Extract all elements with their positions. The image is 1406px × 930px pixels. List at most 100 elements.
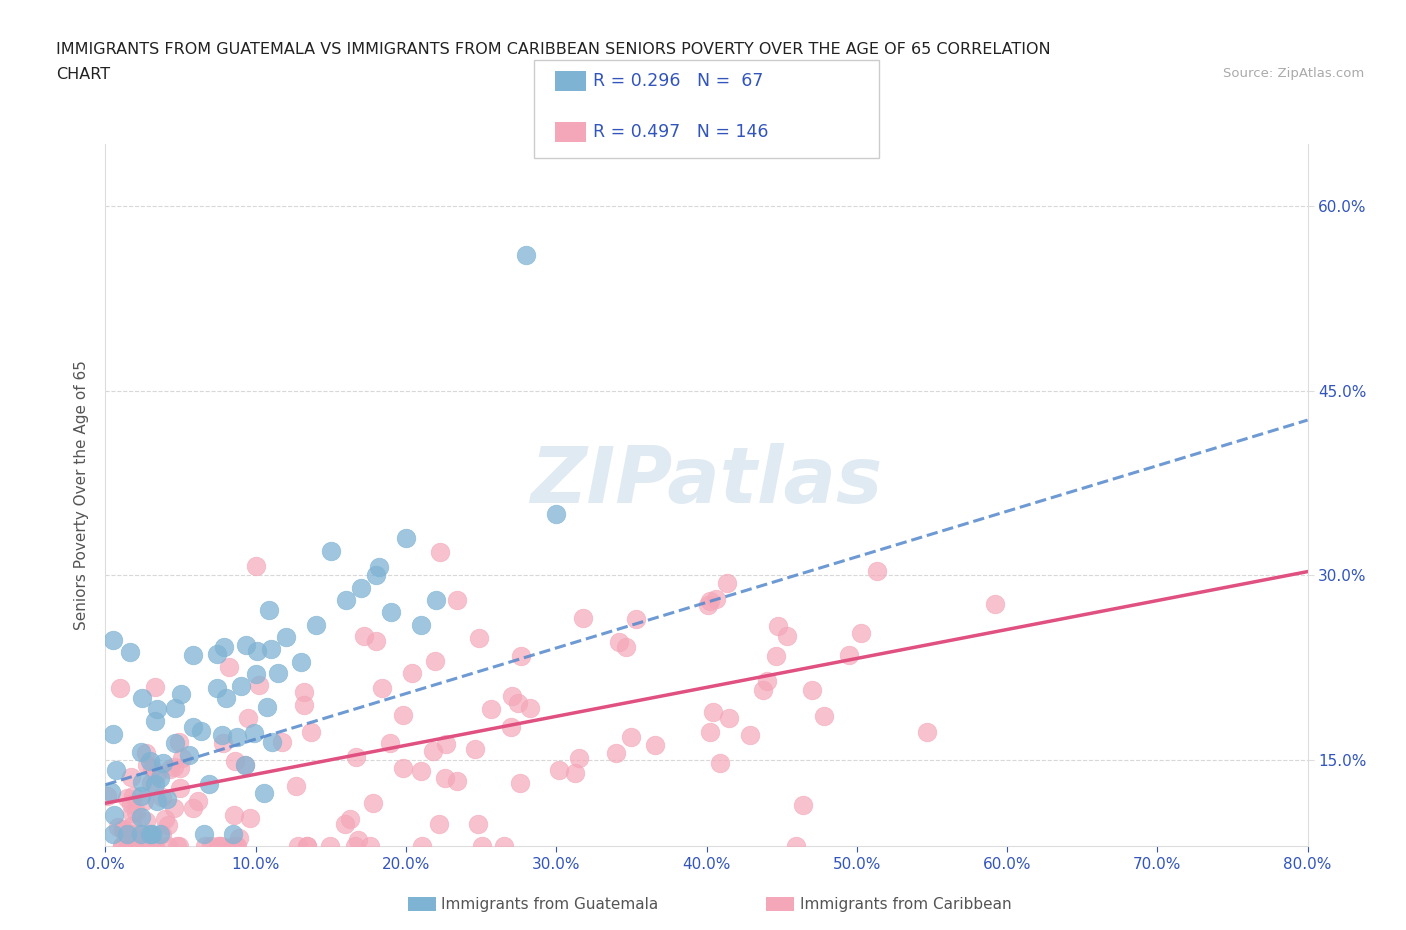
Point: [339, 811, 361, 826]
Point: [295, 839, 318, 854]
Point: [212, 640, 235, 655]
Point: [124, 805, 146, 820]
Point: [226, 730, 249, 745]
Point: [614, 639, 637, 654]
Point: [146, 794, 169, 809]
Point: [290, 654, 312, 669]
Point: [145, 702, 167, 717]
Point: [699, 724, 721, 739]
Text: IMMIGRANTS FROM GUATEMALA VS IMMIGRANTS FROM CARIBBEAN SENIORS POVERTY OVER THE : IMMIGRANTS FROM GUATEMALA VS IMMIGRANTS …: [56, 42, 1050, 57]
Point: [242, 725, 264, 740]
Point: [169, 780, 191, 795]
Point: [152, 826, 174, 841]
Point: [129, 744, 152, 759]
Point: [792, 797, 814, 812]
Point: [246, 644, 269, 658]
Point: [253, 785, 276, 800]
Point: [235, 757, 257, 772]
Point: [129, 839, 152, 854]
Point: [776, 629, 799, 644]
Point: [169, 760, 191, 775]
Point: [159, 762, 181, 777]
Point: [101, 827, 124, 842]
Point: [150, 790, 173, 804]
Point: [364, 634, 387, 649]
Point: [367, 560, 389, 575]
Point: [170, 687, 193, 702]
Text: Source: ZipAtlas.com: Source: ZipAtlas.com: [1223, 67, 1364, 80]
Point: [224, 753, 246, 768]
Text: ZIPatlas: ZIPatlas: [530, 444, 883, 519]
Point: [411, 839, 433, 854]
Point: [108, 680, 131, 695]
Point: [785, 839, 807, 854]
Point: [121, 806, 143, 821]
Point: [122, 839, 145, 854]
Point: [194, 839, 217, 854]
Point: [607, 634, 630, 649]
Point: [157, 839, 180, 854]
Point: [104, 763, 127, 777]
Point: [395, 531, 418, 546]
Point: [915, 724, 938, 739]
Point: [838, 647, 860, 662]
Point: [572, 611, 595, 626]
Point: [626, 611, 648, 626]
Point: [446, 593, 468, 608]
Point: [257, 603, 280, 618]
Point: [755, 673, 778, 688]
Text: CHART: CHART: [56, 67, 110, 82]
Point: [211, 728, 233, 743]
Point: [492, 839, 515, 854]
Point: [510, 648, 533, 663]
Point: [434, 736, 457, 751]
Point: [548, 763, 571, 777]
Text: R = 0.296   N =  67: R = 0.296 N = 67: [593, 72, 763, 90]
Point: [256, 699, 278, 714]
Point: [364, 568, 387, 583]
Text: Immigrants from Caribbean: Immigrants from Caribbean: [800, 897, 1012, 912]
Point: [96, 789, 118, 804]
Point: [135, 814, 157, 829]
Point: [100, 784, 122, 799]
Point: [245, 558, 267, 573]
Point: [519, 701, 541, 716]
Point: [121, 818, 143, 833]
Point: [501, 719, 523, 734]
Point: [984, 597, 1007, 612]
Point: [464, 741, 486, 756]
Point: [568, 751, 591, 765]
Point: [371, 681, 394, 696]
Point: [115, 827, 138, 842]
Point: [124, 830, 146, 845]
Point: [117, 791, 139, 806]
Point: [211, 736, 233, 751]
Point: [120, 797, 142, 812]
Point: [198, 777, 221, 791]
Point: [644, 738, 666, 753]
Point: [305, 618, 328, 632]
Point: [333, 817, 356, 831]
Point: [121, 789, 143, 804]
Point: [200, 839, 222, 854]
Point: [709, 756, 731, 771]
Point: [190, 724, 212, 738]
Point: [120, 770, 142, 785]
Point: [501, 689, 523, 704]
Point: [344, 750, 367, 764]
Point: [225, 839, 247, 854]
Point: [167, 839, 190, 854]
Point: [139, 827, 162, 842]
Point: [620, 730, 643, 745]
Point: [696, 598, 718, 613]
Point: [143, 839, 166, 854]
Point: [181, 719, 204, 734]
Point: [207, 681, 229, 696]
Point: [236, 711, 259, 725]
Point: [446, 773, 468, 788]
Text: Immigrants from Guatemala: Immigrants from Guatemala: [441, 897, 659, 912]
Point: [752, 682, 775, 697]
Point: [401, 666, 423, 681]
Point: [117, 839, 139, 854]
Point: [392, 708, 415, 723]
